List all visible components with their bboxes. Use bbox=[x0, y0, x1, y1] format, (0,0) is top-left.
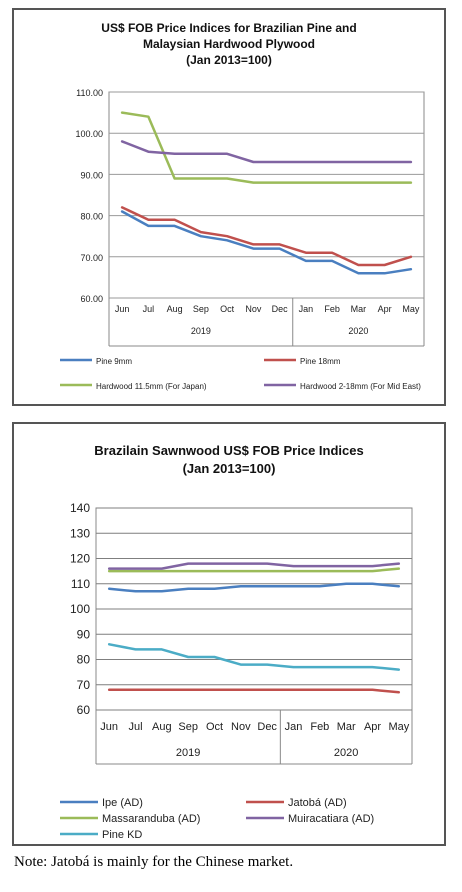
y-tick-label: 80 bbox=[77, 653, 91, 667]
y-tick-label: 110 bbox=[71, 577, 90, 591]
chart-title-line-3: (Jan 2013=100) bbox=[186, 53, 272, 67]
x-tick-label: May bbox=[388, 721, 409, 733]
x-tick-label: Nov bbox=[231, 721, 251, 733]
x-tick-label: Dec bbox=[272, 304, 289, 314]
y-tick-label: 60 bbox=[77, 703, 91, 717]
legend-label: Pine KD bbox=[102, 829, 142, 841]
legend-label: Massaranduba (AD) bbox=[102, 813, 200, 825]
legend-label: Hardwood 11.5mm (For Japan) bbox=[96, 382, 207, 391]
x-tick-label: Sep bbox=[193, 304, 209, 314]
series-line bbox=[120, 206, 413, 267]
y-tick-label: 70.00 bbox=[80, 253, 103, 263]
legend-label: Jatobá (AD) bbox=[288, 797, 347, 809]
x-tick-label: Jan bbox=[285, 721, 303, 733]
legend-label: Hardwood 2-18mm (For Mid East) bbox=[300, 382, 421, 391]
x-tick-label: Feb bbox=[324, 304, 340, 314]
series-line bbox=[120, 111, 413, 184]
y-tick-label: 60.00 bbox=[80, 294, 103, 304]
y-tick-label: 90.00 bbox=[80, 170, 103, 180]
x-tick-label: Oct bbox=[220, 304, 235, 314]
sawnwood-chart-svg: 60 70 80 90 100 110 120 130 140 Jun Jul Aug Sep Oct No… bbox=[60, 501, 413, 841]
legend-label: Muiracatiara (AD) bbox=[288, 813, 374, 825]
y-tick-label: 110.00 bbox=[76, 88, 103, 98]
series-line bbox=[107, 643, 401, 671]
x-tick-label: May bbox=[402, 304, 420, 314]
y-tick-label: 130 bbox=[70, 526, 90, 540]
x-tick-label: Aug bbox=[167, 304, 183, 314]
y-tick-label: 140 bbox=[70, 501, 90, 515]
x-tick-label: Mar bbox=[351, 304, 367, 314]
x-tick-label: Sep bbox=[178, 721, 198, 733]
x-tick-label: Aug bbox=[152, 721, 172, 733]
y-tick-label: 100 bbox=[70, 602, 90, 616]
chart-title-line-2: (Jan 2013=100) bbox=[182, 461, 276, 476]
plywood-chart-svg: 60.00 70.00 80.00 90.00 100.00 110.00 Jun Jul Au… bbox=[60, 88, 425, 391]
x-tick-label: Jun bbox=[115, 304, 130, 314]
series-line bbox=[107, 567, 401, 573]
series-line bbox=[107, 688, 401, 694]
chart-title-line-2: Malaysian Hardwood Plywood bbox=[142, 37, 316, 51]
legend-label: Pine 9mm bbox=[96, 357, 132, 366]
plywood-price-chart: US$ FOB Price Indices for Brazilian Pine… bbox=[12, 8, 446, 406]
plot-area bbox=[108, 91, 425, 299]
y-tick-label: 70 bbox=[77, 678, 91, 692]
series-line bbox=[120, 210, 413, 275]
x-tick-label: Apr bbox=[378, 304, 392, 314]
y-tick-label: 80.00 bbox=[80, 212, 103, 222]
x-tick-label: Jun bbox=[100, 721, 118, 733]
chart-title-line-1: Brazilain Sawnwood US$ FOB Price Indices bbox=[94, 443, 364, 458]
y-tick-label: 120 bbox=[70, 552, 90, 566]
series-line bbox=[120, 140, 413, 164]
x-group-label: 2019 bbox=[191, 326, 211, 336]
legend-label: Pine 18mm bbox=[300, 357, 341, 366]
x-group-label: 2020 bbox=[334, 747, 358, 759]
x-tick-label: Oct bbox=[206, 721, 223, 733]
x-group-label: 2020 bbox=[348, 326, 368, 336]
x-tick-label: Dec bbox=[257, 721, 277, 733]
chart-title: US$ FOB Price Indices for Brazilian Pine… bbox=[14, 20, 444, 68]
x-tick-label: Nov bbox=[245, 304, 262, 314]
legend-label: Ipe (AD) bbox=[102, 797, 143, 809]
x-tick-label: Jul bbox=[143, 304, 155, 314]
x-group-label: 2019 bbox=[176, 747, 200, 759]
sawnwood-price-chart: Brazilain Sawnwood US$ FOB Price Indices… bbox=[12, 422, 446, 846]
series-line bbox=[107, 582, 401, 593]
series-line bbox=[107, 562, 401, 570]
chart-title-line-1: US$ FOB Price Indices for Brazilian Pine… bbox=[101, 21, 357, 35]
chart-title: Brazilain Sawnwood US$ FOB Price Indices… bbox=[14, 442, 444, 478]
x-tick-label: Feb bbox=[310, 721, 329, 733]
x-tick-label: Jul bbox=[128, 721, 142, 733]
footnote: Note: Jatobá is mainly for the Chinese m… bbox=[14, 854, 294, 870]
y-tick-label: 90 bbox=[77, 627, 91, 641]
x-tick-label: Apr bbox=[364, 721, 381, 733]
y-tick-label: 100.00 bbox=[75, 129, 103, 139]
x-tick-label: Jan bbox=[299, 304, 314, 314]
x-tick-label: Mar bbox=[337, 721, 356, 733]
